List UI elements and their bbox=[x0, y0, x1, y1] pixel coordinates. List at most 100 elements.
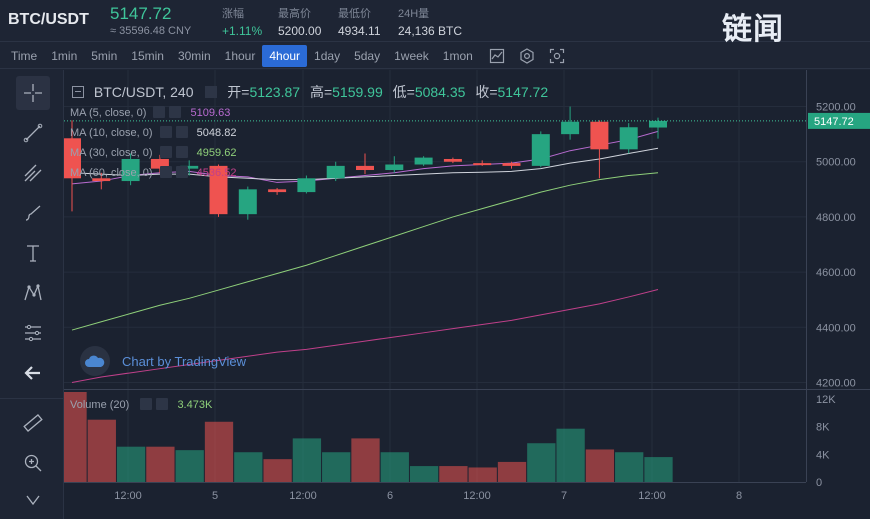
price-tick-label: 4200.00 bbox=[816, 377, 856, 389]
legend-settings-icon[interactable] bbox=[205, 86, 218, 98]
stat-high-label: 最高价 bbox=[278, 8, 311, 20]
volume-legend: Volume (20) 3.473K bbox=[70, 398, 212, 411]
legend-symbol: BTC/USDT, 240 bbox=[93, 84, 194, 100]
time-tick-label: 8 bbox=[736, 490, 742, 502]
ma-label: MA (5, close, 0) bbox=[70, 107, 147, 119]
chart-type-icon[interactable] bbox=[484, 45, 510, 67]
timeframe-1day[interactable]: 1day bbox=[314, 48, 341, 63]
ma-close-icon[interactable] bbox=[175, 166, 188, 178]
timeframe-1mon[interactable]: 1mon bbox=[442, 48, 473, 63]
volume-settings-icon[interactable] bbox=[140, 398, 153, 410]
volume-bar bbox=[556, 428, 585, 482]
time-tick-label: 12:00 bbox=[463, 490, 491, 502]
tradingview-watermark[interactable]: Chart by TradingView bbox=[80, 346, 246, 376]
ma-settings-icon[interactable] bbox=[159, 146, 172, 158]
candle-body bbox=[473, 163, 492, 166]
crosshair-icon[interactable] bbox=[16, 76, 50, 110]
ma-settings-icon[interactable] bbox=[159, 126, 172, 138]
tradingview-cloud-icon bbox=[80, 346, 110, 376]
timeframe-15min[interactable]: 15min bbox=[131, 48, 164, 63]
volume-bar bbox=[322, 452, 351, 482]
volume-bar bbox=[292, 438, 322, 482]
price-tick-label: 4400.00 bbox=[816, 322, 856, 334]
volume-bar bbox=[204, 421, 234, 482]
settings-gear-icon[interactable] bbox=[514, 45, 540, 67]
timeframe-5day[interactable]: 5day bbox=[354, 48, 381, 63]
time-tick-label: 12:00 bbox=[638, 490, 666, 502]
volume-close-icon[interactable] bbox=[156, 398, 169, 410]
volume-bar bbox=[585, 449, 615, 482]
volume-bars bbox=[64, 392, 673, 482]
ma-label: MA (10, close, 0) bbox=[70, 127, 153, 139]
chart-area[interactable]: 5200.00 5000.00 4800.00 4600.00 4400.00 4200.… bbox=[64, 70, 870, 519]
drawing-tools-sidebar bbox=[0, 70, 64, 519]
volume-bar bbox=[263, 459, 292, 482]
text-tool-icon[interactable] bbox=[16, 236, 50, 270]
ma-close-icon[interactable] bbox=[175, 126, 188, 138]
timeframe-time[interactable]: Time bbox=[11, 48, 38, 63]
volume-bar bbox=[351, 438, 380, 482]
ma-value: 4536.52 bbox=[196, 167, 237, 179]
time-tick-label: 12:00 bbox=[114, 490, 142, 502]
volume-bar bbox=[116, 446, 146, 482]
ma-settings-icon[interactable] bbox=[153, 106, 166, 118]
volume-bar bbox=[175, 450, 204, 482]
ma-close-icon[interactable] bbox=[175, 146, 188, 158]
legend-open: 5123.87 bbox=[249, 84, 301, 100]
candle-body bbox=[209, 165, 228, 215]
ma-settings-icon[interactable] bbox=[159, 166, 172, 178]
volume-bar bbox=[644, 457, 673, 482]
price-tick-label: 4800.00 bbox=[816, 212, 856, 224]
ma-legend-row: MA (10, close, 0) 5048.82 bbox=[70, 126, 236, 139]
legend-collapse-icon[interactable] bbox=[72, 86, 84, 98]
timeframe-list: Time 1min 5min 15min 30min 1hour 4hour 1day 5day… bbox=[0, 44, 480, 67]
fib-levels-icon[interactable] bbox=[16, 316, 50, 350]
pattern-tool-icon[interactable] bbox=[16, 276, 50, 310]
ma-label: MA (30, close, 0) bbox=[70, 147, 153, 159]
volume-bar bbox=[527, 443, 556, 482]
site-logo: 链闻 bbox=[722, 4, 858, 47]
timeframe-4hour[interactable]: 4hour bbox=[262, 44, 308, 67]
candle-body bbox=[443, 158, 462, 162]
legend-close: 5147.72 bbox=[497, 84, 549, 100]
stat-volume-value: 24,136 BTC bbox=[398, 24, 463, 38]
trend-line-icon[interactable] bbox=[16, 116, 50, 150]
zoom-in-icon[interactable] bbox=[16, 446, 50, 480]
stat-volume: 24H量 24,136 BTC bbox=[398, 5, 462, 38]
timeframe-30min[interactable]: 30min bbox=[177, 48, 211, 63]
magnet-icon[interactable] bbox=[16, 486, 50, 519]
back-arrow-icon[interactable] bbox=[16, 356, 50, 390]
ma-legend-row: MA (60, close, 0) 4536.52 bbox=[70, 166, 236, 179]
legend-high-label: 高= bbox=[309, 84, 333, 100]
last-price-tag-bg bbox=[808, 112, 870, 129]
parallel-channel-icon[interactable] bbox=[16, 156, 50, 190]
candle-body bbox=[268, 189, 287, 193]
ma-value: 5048.82 bbox=[196, 127, 237, 139]
volume-bar bbox=[234, 452, 263, 482]
ma-value: 4959.62 bbox=[196, 147, 237, 159]
tradingview-text: Chart by TradingView bbox=[122, 353, 247, 369]
volume-tick-label: 4K bbox=[816, 449, 830, 461]
ma30-line bbox=[71, 172, 659, 331]
volume-value: 3.473K bbox=[177, 399, 213, 411]
ma-close-icon[interactable] bbox=[169, 106, 182, 118]
pair-name[interactable]: BTC/USDT bbox=[8, 11, 89, 28]
candle-body bbox=[649, 120, 667, 128]
timeframe-1hour[interactable]: 1hour bbox=[224, 48, 256, 63]
candle-body bbox=[502, 163, 521, 166]
candle-body bbox=[531, 134, 550, 166]
ma-legend-row: MA (5, close, 0) 5109.63 bbox=[70, 106, 230, 119]
timeframe-toolbar: Time 1min 5min 15min 30min 1hour 4hour 1day 5day… bbox=[0, 43, 870, 69]
brush-icon[interactable] bbox=[16, 196, 50, 230]
screenshot-icon[interactable] bbox=[544, 45, 570, 67]
ruler-icon[interactable] bbox=[16, 406, 50, 440]
volume-bar bbox=[468, 467, 497, 482]
candle-body bbox=[238, 189, 257, 215]
timeframe-1min[interactable]: 1min bbox=[51, 48, 78, 63]
timeframe-1week[interactable]: 1week bbox=[394, 48, 429, 63]
price-tick-label: 5000.00 bbox=[816, 157, 856, 169]
timeframe-5min[interactable]: 5min bbox=[91, 48, 118, 63]
stat-change-label: 涨幅 bbox=[222, 8, 244, 20]
chart-axes: 5200.00 5000.00 4800.00 4600.00 4400.00 4200.… bbox=[64, 70, 870, 502]
candle-body bbox=[121, 158, 140, 182]
